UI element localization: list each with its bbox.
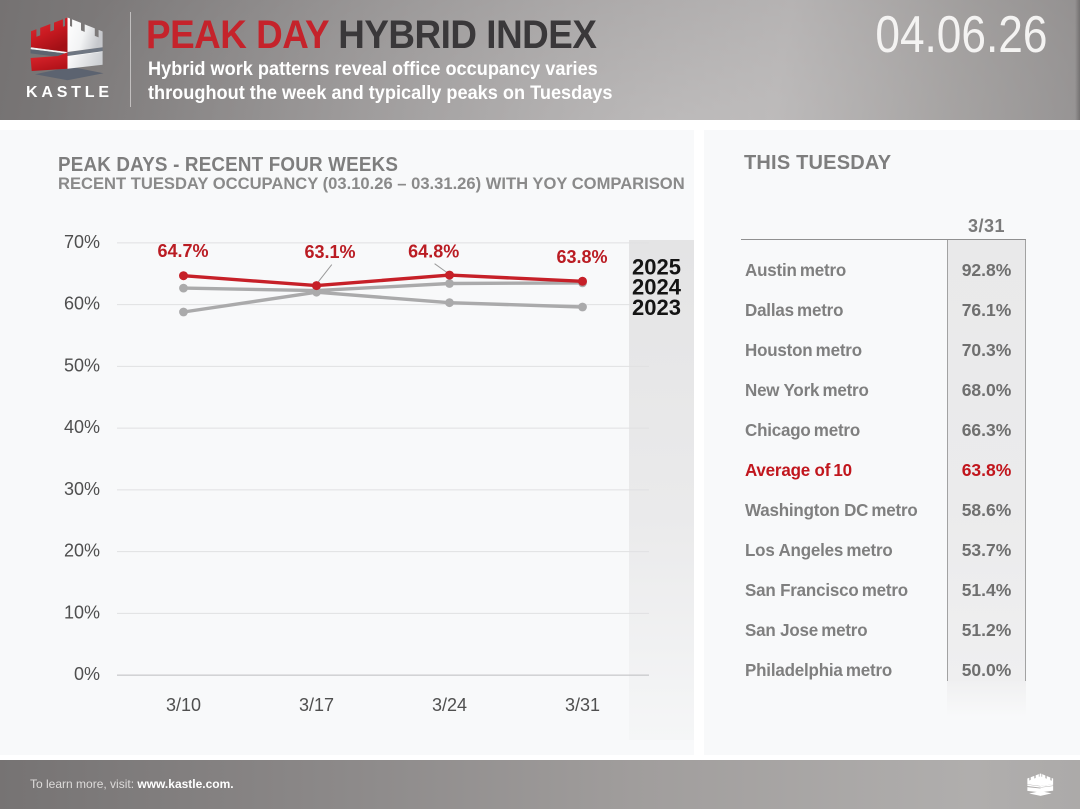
svg-text:40%: 40% bbox=[64, 417, 100, 437]
svg-text:3/10: 3/10 bbox=[166, 695, 201, 715]
svg-text:70%: 70% bbox=[64, 232, 100, 252]
svg-text:3/17: 3/17 bbox=[299, 695, 334, 715]
svg-text:2025: 2025 bbox=[632, 255, 681, 280]
svg-text:3/24: 3/24 bbox=[432, 695, 467, 715]
svg-text:50%: 50% bbox=[64, 355, 100, 375]
svg-text:60%: 60% bbox=[64, 294, 100, 314]
svg-text:10%: 10% bbox=[64, 602, 100, 622]
svg-text:2024: 2024 bbox=[632, 275, 682, 300]
svg-text:0%: 0% bbox=[74, 664, 100, 684]
svg-text:64.7%: 64.7% bbox=[157, 241, 208, 261]
svg-text:64.8%: 64.8% bbox=[408, 241, 459, 261]
svg-text:63.1%: 63.1% bbox=[304, 242, 355, 262]
svg-text:20%: 20% bbox=[64, 541, 100, 561]
svg-text:63.8%: 63.8% bbox=[556, 247, 607, 267]
svg-text:3/31: 3/31 bbox=[565, 695, 600, 715]
svg-text:2023: 2023 bbox=[632, 295, 681, 320]
svg-text:30%: 30% bbox=[64, 479, 100, 499]
